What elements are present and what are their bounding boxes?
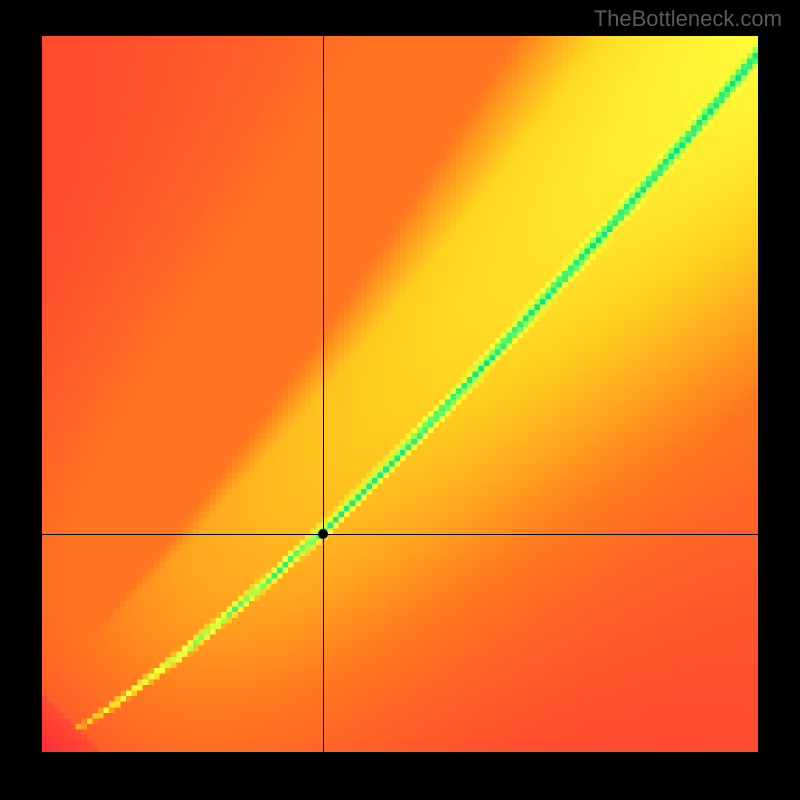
heatmap-canvas [42,36,758,752]
intersection-marker [318,529,328,539]
crosshair-horizontal [42,534,758,535]
heatmap-plot [42,36,758,752]
watermark-text: TheBottleneck.com [594,6,782,32]
crosshair-vertical [323,36,324,752]
